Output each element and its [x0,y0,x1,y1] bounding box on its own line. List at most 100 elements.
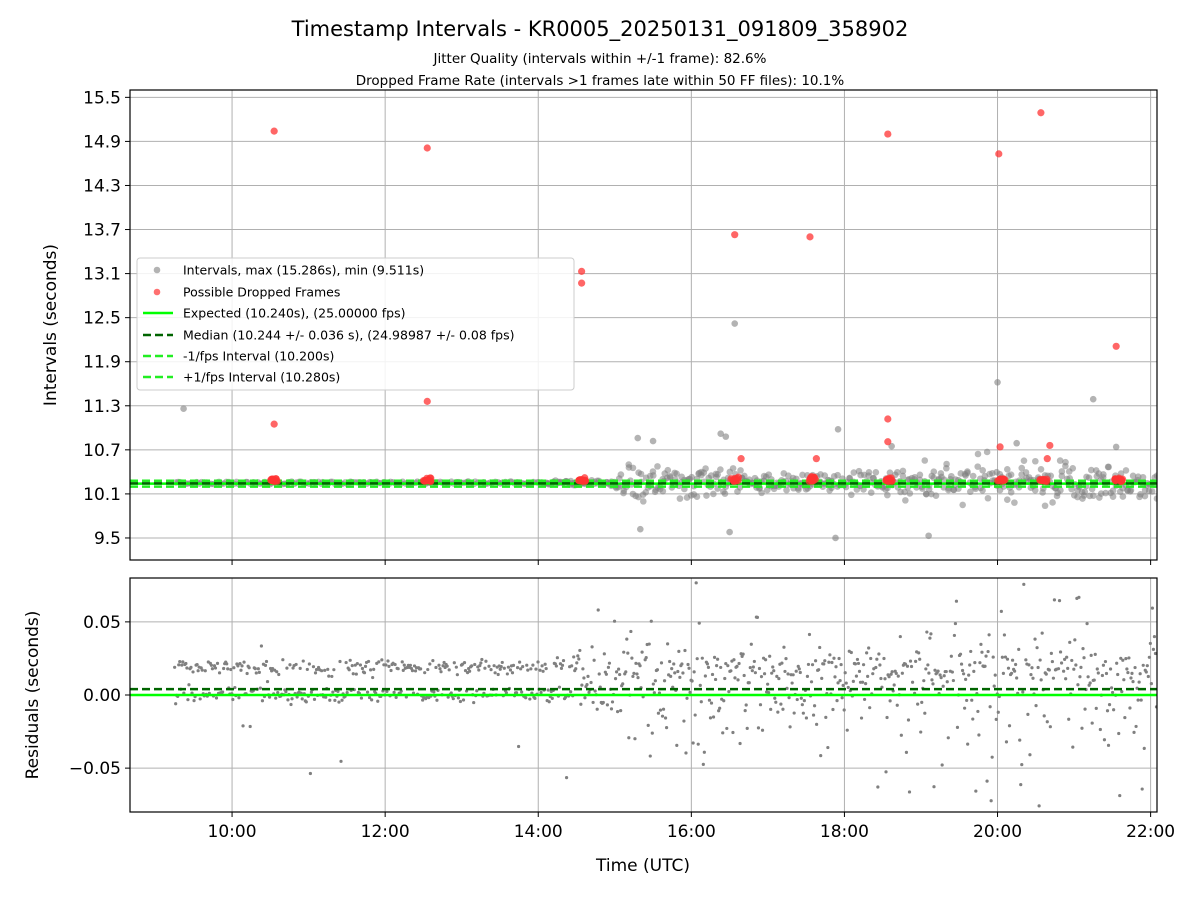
residual-point [644,656,648,660]
residual-point [559,666,564,670]
residual-point [582,676,586,680]
interval-point [984,494,992,502]
residual-point [1100,673,1104,678]
residual-point [184,661,188,666]
interval-point [1049,499,1056,506]
residual-point [301,659,305,663]
residual-point [487,664,491,668]
interval-point [894,468,901,476]
residual-point [1067,717,1071,721]
residual-point [757,666,762,671]
interval-point [714,471,721,478]
chart-subtitle-jitter: Jitter Quality (intervals within +/-1 fr… [433,51,767,67]
residual-point [992,684,996,688]
dropped-frame-point [270,127,278,135]
residual-point [394,695,398,699]
residual-point [323,668,327,672]
interval-point [1105,463,1112,471]
residual-point [856,661,861,666]
residual-point [408,663,413,667]
residual-point [769,707,773,711]
residual-point [348,658,352,662]
interval-point [710,490,717,498]
residual-point [977,733,981,737]
residual-point [547,700,551,704]
interval-point [1056,457,1064,464]
residual-point [1065,655,1069,659]
interval-point [918,483,926,490]
residual-point [710,672,715,677]
residual-point [729,669,733,673]
residual-point [973,661,977,665]
residual-point [1137,680,1141,684]
residual-point [920,700,924,704]
residual-point [1096,671,1100,675]
residual-point [903,662,908,666]
residual-point [810,663,815,667]
interval-point [629,464,637,472]
residual-point [776,710,780,714]
dropped-frame-point [737,455,745,463]
residual-point [560,663,565,667]
residual-point [344,660,348,665]
interval-point [1109,487,1117,495]
residual-point [709,701,714,705]
interval-point [731,320,739,327]
residual-point [763,658,768,662]
dropped-frame-point [1118,475,1127,483]
residual-point [794,669,798,673]
residual-point [866,674,870,678]
residual-point [533,696,537,700]
residual-point [626,651,630,655]
residual-point [274,696,278,700]
interval-point [693,493,701,501]
residual-point [725,726,729,731]
residual-point [340,698,344,702]
x-axis-label: Time (UTC) [595,856,690,876]
residual-point [525,663,529,667]
residual-point [988,705,992,709]
interval-point [1022,469,1030,476]
residual-point [1015,676,1019,680]
residual-point [790,681,794,685]
interval-point [617,471,625,478]
residual-point [1142,746,1146,751]
residual-point [706,665,711,669]
residual-point [1138,672,1142,676]
dropped-frame-point [270,420,278,428]
residual-point [836,681,840,685]
residual-point [910,680,915,684]
residual-point [722,699,726,703]
dropped-frame-point [575,476,583,485]
residual-point [284,690,288,694]
chart-subtitle-dropped: Dropped Frame Rate (intervals >1 frames … [356,73,845,89]
residual-point [658,708,663,712]
residual-point [589,680,593,685]
residual-point [479,661,483,665]
residual-point [638,664,642,668]
residual-point [581,667,585,671]
residual-point [804,716,809,720]
interval-point [979,467,986,474]
residual-point [305,667,309,672]
residual-point [906,718,911,722]
intervals-y-tick-label: 13.7 [83,221,121,241]
residual-point [697,621,701,625]
residual-point [711,715,716,719]
residual-point [871,672,875,676]
interval-point [1122,467,1130,474]
residual-point [1044,672,1048,676]
dropped-frame-point [884,477,892,485]
residual-point [712,655,717,659]
residual-point [987,633,991,637]
residual-point [928,636,932,640]
residual-point [651,682,655,686]
residual-point [447,668,451,672]
residual-point [1027,663,1031,667]
residual-point [960,668,965,673]
residual-point [904,750,909,754]
residual-point [797,667,801,671]
residual-point [1058,650,1063,654]
residual-point [531,663,535,667]
residual-point [327,674,331,678]
